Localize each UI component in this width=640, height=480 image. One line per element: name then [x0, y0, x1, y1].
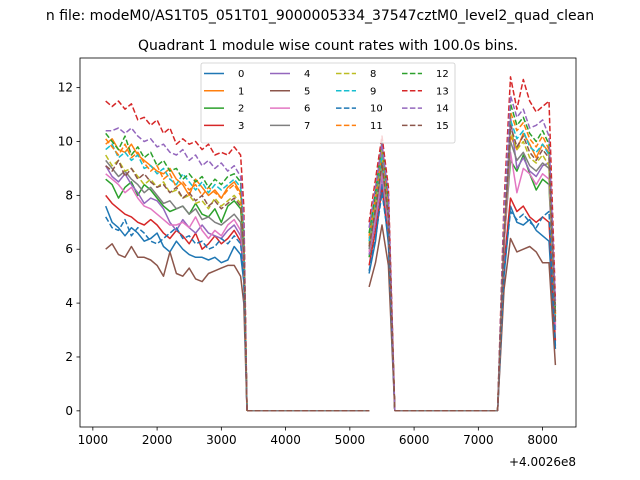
series-7-segment-0 [105, 159, 248, 411]
series-layer [105, 76, 557, 412]
legend-label: 1 [238, 86, 244, 97]
y-tick-label: 12 [58, 81, 73, 95]
legend-item-0: 0 [204, 69, 244, 80]
x-tick-label: 1000 [78, 433, 109, 447]
series-3-segment-0 [105, 194, 248, 411]
legend-item-10: 10 [336, 104, 383, 115]
series-13-segment-0 [105, 100, 248, 411]
chart-title: Quadrant 1 module wise count rates with … [138, 38, 518, 54]
figure-suptitle: n file: modeM0/AS1T05_051T01_9000005334_… [46, 8, 594, 24]
series-14-segment-4 [496, 94, 557, 411]
y-tick-label: 4 [65, 296, 73, 310]
plot-frame [79, 57, 577, 428]
legend-item-5: 5 [270, 86, 310, 97]
legend-item-1: 1 [204, 86, 244, 97]
x-tick-label: 4000 [270, 433, 301, 447]
x-tick-label: 6000 [399, 433, 430, 447]
series-14-segment-0 [105, 127, 248, 411]
series-8-segment-4 [496, 129, 557, 411]
series-1-segment-0 [105, 138, 248, 411]
series-5-segment-0 [105, 243, 248, 411]
series-15-segment-4 [496, 124, 557, 411]
y-tick-label: 2 [65, 350, 73, 364]
legend-item-12: 12 [402, 69, 449, 80]
x-axis-offset-text: +4.0026e8 [509, 455, 576, 469]
x-tick-label: 7000 [463, 433, 494, 447]
series-7-segment-4 [496, 140, 557, 411]
series-11-segment-0 [105, 138, 248, 411]
legend-label: 4 [304, 69, 310, 80]
legend-item-4: 4 [270, 69, 310, 80]
legend-label: 5 [304, 86, 310, 97]
legend-label: 2 [238, 104, 244, 115]
legend-item-11: 11 [336, 121, 383, 132]
legend-label: 11 [370, 121, 383, 132]
legend-label: 6 [304, 104, 310, 115]
legend-label: 12 [436, 69, 449, 80]
legend-label: 15 [436, 121, 449, 132]
legend-label: 9 [370, 86, 376, 97]
y-tick-label: 0 [65, 404, 73, 418]
series-0-segment-0 [105, 205, 248, 411]
legend-item-8: 8 [336, 69, 376, 80]
legend-label: 0 [238, 69, 244, 80]
series-9-segment-0 [105, 143, 248, 411]
x-tick-label: 3000 [206, 433, 237, 447]
series-6-segment-0 [105, 173, 248, 411]
legend-item-13: 13 [402, 86, 449, 97]
legend-item-9: 9 [336, 86, 376, 97]
series-12-segment-0 [105, 132, 248, 411]
axes-layer: 1000 2000 3000 4000 5000 6000 7000 8000 0 2 4 6 8 10 1… [58, 81, 558, 447]
x-tick-label: 2000 [142, 433, 173, 447]
y-tick-label: 10 [58, 134, 73, 148]
series-10-segment-4 [496, 210, 557, 411]
legend-label: 8 [370, 69, 376, 80]
series-14-segment-2 [368, 143, 396, 411]
series-15-line [105, 124, 557, 412]
legend-label: 10 [370, 104, 383, 115]
series-15-segment-2 [368, 162, 396, 411]
x-tick-label: 5000 [335, 433, 366, 447]
y-tick-label: 6 [65, 242, 73, 256]
legend-item-7: 7 [270, 121, 310, 132]
legend-item-3: 3 [204, 121, 244, 132]
series-13-segment-4 [496, 76, 557, 411]
legend-label: 7 [304, 121, 310, 132]
legend-item-14: 14 [402, 104, 449, 115]
legend-label: 13 [436, 86, 449, 97]
legend-label: 14 [436, 104, 449, 115]
series-10-segment-0 [105, 216, 248, 411]
series-4-segment-0 [105, 165, 248, 411]
legend-item-2: 2 [204, 104, 244, 115]
legend-frame [200, 62, 456, 144]
legend-item-6: 6 [270, 104, 310, 115]
series-15-segment-0 [105, 159, 248, 411]
series-9-segment-4 [496, 119, 557, 411]
y-tick-label: 8 [65, 188, 73, 202]
series-3-segment-4 [496, 197, 557, 411]
x-tick-label: 8000 [527, 433, 558, 447]
legend-item-15: 15 [402, 121, 449, 132]
legend-label: 3 [238, 121, 244, 132]
series-5-segment-4 [496, 237, 557, 411]
